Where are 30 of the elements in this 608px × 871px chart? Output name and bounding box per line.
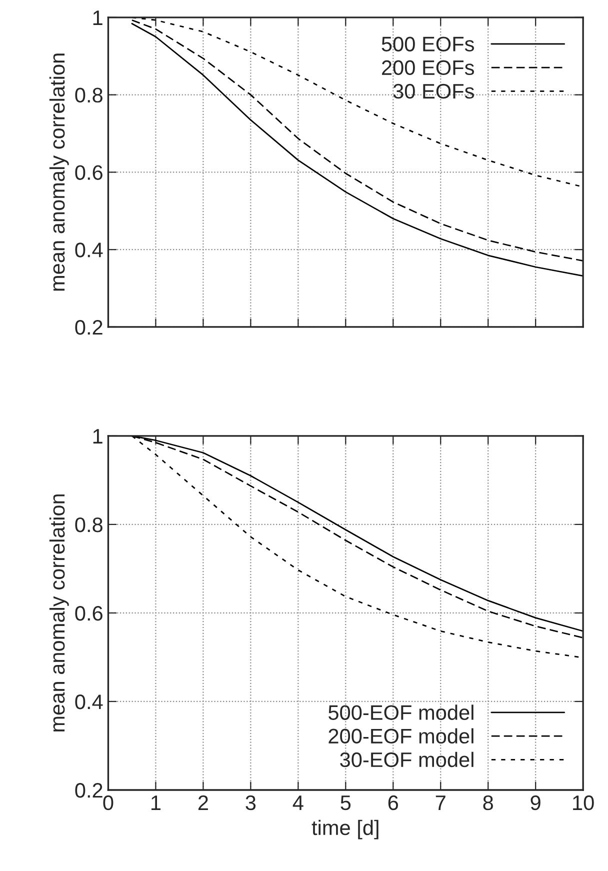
y-tick-label: 1 (93, 10, 102, 25)
x-axis-title: time [d] (312, 820, 378, 840)
y-tick-label: 0.6 (75, 606, 102, 621)
x-tick-label: 5 (340, 796, 351, 810)
y-tick-label: 0.2 (75, 783, 102, 798)
legend-label: 30 EOFs (393, 84, 474, 99)
legend-label: 500-EOF model (328, 704, 474, 720)
y-tick-label: 0.4 (75, 242, 103, 258)
x-tick-label: 6 (388, 795, 398, 810)
legend-label: 200 EOFs (382, 60, 474, 76)
x-tick-label: 7 (436, 796, 446, 810)
x-tick-label: 9 (530, 795, 540, 810)
y-tick-label: 0.2 (75, 320, 102, 335)
legend-label: 30-EOF model (340, 752, 474, 768)
legend-label: 200-EOF model (328, 728, 474, 744)
y-tick-label: 0.6 (75, 165, 102, 180)
y-tick-label: 0.8 (75, 88, 102, 103)
x-tick-label: 8 (483, 795, 493, 810)
y-axis-title: mean anomaly correlation (49, 54, 69, 291)
x-tick-label: 3 (246, 795, 256, 810)
legend-label: 500 EOFs (382, 36, 474, 52)
y-tick-label: 1 (93, 429, 102, 444)
y-tick-label: 0.4 (75, 694, 103, 710)
x-tick-label: 0 (103, 795, 114, 810)
y-axis-title: mean anomaly correlation (49, 494, 69, 732)
x-tick-label: 2 (198, 795, 208, 810)
x-tick-label: 4 (292, 796, 304, 810)
x-tick-label: 10 (573, 795, 594, 810)
x-tick-label: 1 (152, 796, 160, 810)
y-tick-label: 0.8 (75, 517, 102, 532)
